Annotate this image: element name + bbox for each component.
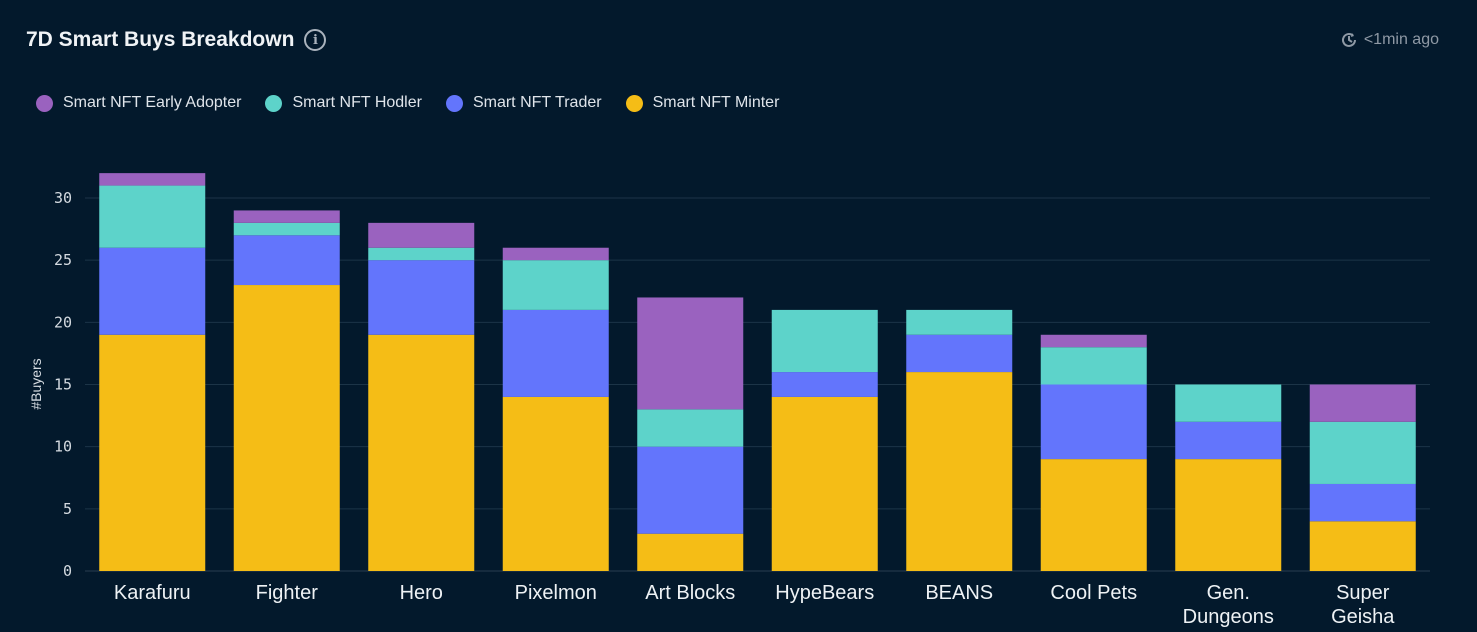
chart-title-bar: 7D Smart Buys Breakdown i — [26, 28, 327, 52]
bar-segment-smart-nft-hodler — [637, 409, 744, 447]
clock-refresh-icon — [1341, 32, 1356, 47]
y-tick-label: 15 — [54, 376, 72, 394]
bar-segment-smart-nft-hodler — [233, 222, 340, 236]
x-tick-label: Art Blocks — [645, 582, 735, 604]
legend-label: Smart NFT Trader — [472, 94, 602, 111]
x-tick-label: BEANS — [925, 582, 993, 604]
y-axis-label: #Buyers — [28, 358, 44, 409]
legend-dot-icon — [445, 94, 463, 112]
legend-label: Smart NFT Hodler — [292, 94, 422, 111]
page-title: 7D Smart Buys Breakdown — [26, 28, 295, 51]
bar-segment-smart-nft-hodler — [502, 260, 609, 310]
bar-segment-smart-nft-minter — [1040, 459, 1147, 571]
bar-segment-smart-nft-early-adopter — [233, 210, 340, 223]
bar-segment-smart-nft-minter — [637, 533, 744, 571]
x-tick-label: Hero — [400, 582, 443, 604]
x-tick-label: HypeBears — [775, 582, 874, 604]
legend-dot-icon — [265, 94, 283, 112]
bar-segment-smart-nft-minter — [771, 396, 878, 571]
x-tick-label: Super Geisha — [1331, 582, 1395, 628]
y-tick-label: 10 — [54, 438, 72, 456]
last-updated: <1min ago — [1340, 31, 1439, 49]
legend: Smart NFT Early Adopter Smart NFT Hodler S… — [36, 94, 779, 112]
y-tick-label: 30 — [54, 189, 72, 207]
y-tick-label: 20 — [54, 313, 72, 331]
updated-text: <1min ago — [1363, 31, 1439, 48]
legend-item[interactable]: Smart NFT Trader — [445, 94, 602, 112]
bar-segment-smart-nft-minter — [906, 372, 1013, 571]
bar-segment-smart-nft-trader — [1309, 483, 1416, 522]
bar-segment-smart-nft-early-adopter — [502, 247, 609, 261]
x-tick-label: Gen. Dungeons — [1183, 582, 1274, 628]
bar-segment-smart-nft-hodler — [1309, 421, 1416, 484]
x-tick-label: Karafuru — [114, 582, 191, 604]
y-tick-label: 5 — [63, 500, 72, 518]
bar-segment-smart-nft-trader — [637, 446, 744, 534]
bar-segment-smart-nft-trader — [1175, 421, 1282, 460]
legend-dot-icon — [36, 94, 53, 112]
bar-segment-smart-nft-hodler — [1040, 347, 1147, 385]
legend-dot-icon — [625, 94, 643, 112]
bar-segment-smart-nft-trader — [771, 372, 878, 397]
bar-segment-smart-nft-early-adopter — [637, 297, 744, 410]
legend-item[interactable]: Smart NFT Hodler — [265, 94, 422, 112]
bar-segment-smart-nft-minter — [233, 285, 340, 571]
legend-label: Smart NFT Early Adopter — [63, 94, 242, 111]
bar-segment-smart-nft-minter — [1309, 521, 1416, 571]
bar-segment-smart-nft-hodler — [906, 309, 1013, 335]
y-tick-label: 0 — [63, 562, 72, 580]
bar-segment-smart-nft-early-adopter — [1040, 334, 1147, 348]
bar-segment-smart-nft-trader — [368, 260, 475, 335]
x-tick-label: Pixelmon — [515, 582, 597, 604]
x-tick-label: Cool Pets — [1050, 582, 1137, 604]
bar-segment-smart-nft-trader — [502, 309, 609, 397]
bar-segment-smart-nft-hodler — [99, 185, 206, 248]
bar-segment-smart-nft-hodler — [368, 247, 475, 261]
bar-segment-smart-nft-trader — [1040, 384, 1147, 460]
bar-segment-smart-nft-trader — [99, 247, 206, 335]
bar-segment-smart-nft-minter — [502, 396, 609, 571]
bar-segment-smart-nft-trader — [906, 334, 1013, 373]
bar-segment-smart-nft-trader — [233, 235, 340, 286]
bar-segment-smart-nft-minter — [99, 334, 206, 571]
bar-segment-smart-nft-minter — [1175, 459, 1282, 571]
bar-segment-smart-nft-hodler — [1175, 384, 1282, 422]
bar-segment-smart-nft-early-adopter — [368, 222, 475, 248]
bar-segment-smart-nft-early-adopter — [99, 173, 206, 186]
info-icon[interactable]: i — [304, 29, 327, 51]
legend-label: Smart NFT Minter — [652, 94, 780, 111]
legend-item[interactable]: Smart NFT Minter — [625, 94, 780, 112]
x-tick-label: Fighter — [256, 582, 319, 604]
bar-segment-smart-nft-minter — [368, 334, 475, 571]
legend-item[interactable]: Smart NFT Early Adopter — [36, 94, 241, 112]
bar-segment-smart-nft-early-adopter — [1309, 384, 1416, 422]
y-tick-label: 25 — [54, 251, 72, 269]
bar-segment-smart-nft-hodler — [771, 309, 878, 373]
